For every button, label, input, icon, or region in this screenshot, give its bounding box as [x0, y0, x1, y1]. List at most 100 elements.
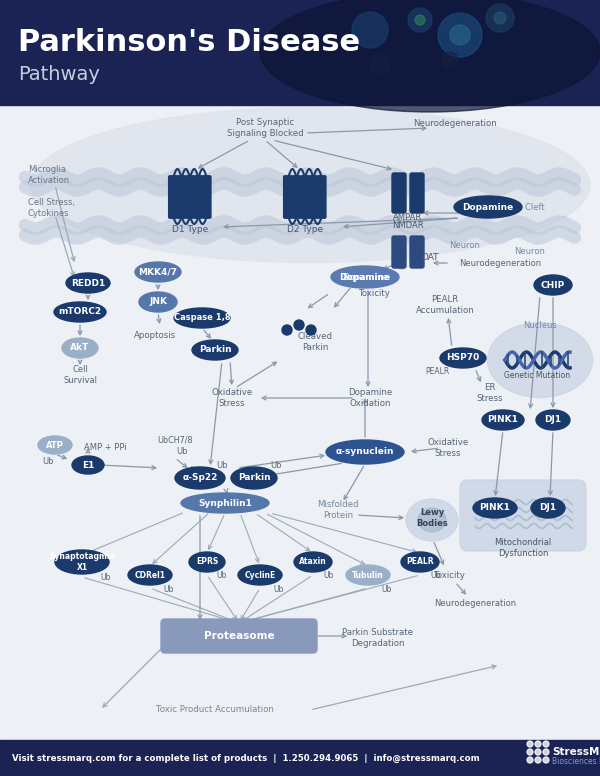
Text: Nucleus: Nucleus — [523, 320, 557, 330]
Text: Ub: Ub — [101, 573, 111, 583]
Text: Toxic Product Accumulation: Toxic Product Accumulation — [156, 705, 274, 715]
Ellipse shape — [66, 273, 110, 293]
Text: DJ1: DJ1 — [544, 415, 562, 424]
Text: CyclinE: CyclinE — [244, 570, 275, 580]
Text: Ub: Ub — [216, 460, 228, 469]
Text: EPRS: EPRS — [196, 557, 218, 566]
Circle shape — [438, 13, 482, 57]
Circle shape — [494, 12, 506, 24]
Circle shape — [527, 757, 533, 763]
Text: NMDAR: NMDAR — [392, 221, 424, 230]
Text: Parkin Substrate
Degradation: Parkin Substrate Degradation — [343, 629, 413, 648]
Circle shape — [408, 8, 432, 32]
Ellipse shape — [192, 340, 238, 360]
Text: Parkin: Parkin — [238, 473, 271, 483]
Ellipse shape — [72, 456, 104, 474]
Text: Synaptic Cleft: Synaptic Cleft — [487, 203, 545, 212]
Text: α-Sp22: α-Sp22 — [182, 473, 218, 483]
Text: DJ1: DJ1 — [539, 504, 557, 512]
Ellipse shape — [346, 565, 390, 585]
Ellipse shape — [260, 0, 600, 112]
Ellipse shape — [174, 308, 230, 328]
Text: Caspase 1,8: Caspase 1,8 — [173, 314, 230, 323]
Ellipse shape — [139, 292, 177, 312]
FancyBboxPatch shape — [309, 176, 317, 218]
Ellipse shape — [418, 508, 446, 532]
FancyBboxPatch shape — [185, 176, 194, 218]
Text: D2 Type: D2 Type — [287, 226, 323, 234]
Text: Ataxin: Ataxin — [299, 557, 327, 566]
Text: Ub: Ub — [431, 571, 441, 580]
Text: CHIP: CHIP — [541, 280, 565, 289]
Text: AMP + PPi: AMP + PPi — [83, 444, 127, 452]
FancyBboxPatch shape — [194, 176, 203, 218]
Text: PEALR: PEALR — [425, 368, 449, 376]
Text: Synphilin1: Synphilin1 — [198, 498, 252, 508]
Text: Ub: Ub — [274, 584, 284, 594]
Ellipse shape — [531, 498, 565, 518]
Circle shape — [450, 25, 470, 45]
Circle shape — [370, 55, 390, 75]
Bar — [0, 0, 600, 105]
Text: Dopamine: Dopamine — [340, 272, 391, 282]
Text: Ub: Ub — [382, 584, 392, 594]
Text: Parkin: Parkin — [199, 345, 232, 355]
FancyBboxPatch shape — [392, 236, 406, 268]
Text: Oxidative
Stress: Oxidative Stress — [211, 388, 253, 407]
Circle shape — [535, 749, 541, 755]
Text: JNK: JNK — [149, 297, 167, 307]
Text: Neurodegeneration: Neurodegeneration — [459, 258, 541, 268]
Text: ER
Stress: ER Stress — [477, 383, 503, 403]
Text: CDRel1: CDRel1 — [134, 570, 166, 580]
Text: Lewy
Bodies: Lewy Bodies — [416, 508, 448, 528]
Ellipse shape — [440, 348, 486, 368]
Text: Ub: Ub — [164, 584, 174, 594]
Text: PINK1: PINK1 — [488, 415, 518, 424]
Text: Post Synaptic
Signaling Blocked: Post Synaptic Signaling Blocked — [227, 118, 304, 137]
Ellipse shape — [30, 108, 590, 262]
Circle shape — [535, 741, 541, 747]
FancyBboxPatch shape — [410, 173, 424, 213]
Text: Neurodegeneration: Neurodegeneration — [413, 119, 497, 127]
Text: Parkinson's Disease: Parkinson's Disease — [18, 28, 360, 57]
Text: Apoptosis: Apoptosis — [134, 331, 176, 341]
Circle shape — [282, 325, 292, 335]
Ellipse shape — [326, 440, 404, 464]
Circle shape — [543, 757, 549, 763]
Text: DAT: DAT — [421, 254, 439, 262]
Text: Proteasome: Proteasome — [203, 631, 274, 641]
Text: PEALR: PEALR — [406, 557, 434, 566]
Ellipse shape — [238, 565, 282, 585]
Circle shape — [352, 12, 388, 48]
FancyBboxPatch shape — [161, 619, 317, 653]
Text: PEALR
Accumulation: PEALR Accumulation — [416, 296, 475, 315]
Text: Oxidative
Stress: Oxidative Stress — [427, 438, 469, 458]
Circle shape — [415, 15, 425, 25]
Text: α-synuclein: α-synuclein — [336, 448, 394, 456]
FancyBboxPatch shape — [317, 176, 326, 218]
Text: Dopamine
Oxidation: Dopamine Oxidation — [348, 388, 392, 407]
Ellipse shape — [482, 410, 524, 430]
FancyBboxPatch shape — [292, 176, 301, 218]
Text: StressMarq: StressMarq — [552, 747, 600, 757]
Circle shape — [535, 757, 541, 763]
FancyBboxPatch shape — [177, 176, 186, 218]
Ellipse shape — [231, 467, 277, 489]
Ellipse shape — [473, 498, 517, 518]
Text: Ub: Ub — [42, 458, 54, 466]
Ellipse shape — [331, 266, 399, 288]
Ellipse shape — [181, 493, 269, 513]
Ellipse shape — [38, 436, 72, 454]
Ellipse shape — [487, 323, 593, 397]
Text: Neuron: Neuron — [514, 248, 545, 257]
Circle shape — [294, 320, 304, 330]
Ellipse shape — [135, 262, 181, 282]
Text: Cleaved
Parkin: Cleaved Parkin — [298, 332, 332, 352]
Text: Biosciences Inc: Biosciences Inc — [552, 757, 600, 767]
Circle shape — [486, 4, 514, 32]
Ellipse shape — [406, 499, 458, 541]
Ellipse shape — [534, 275, 572, 295]
Text: D1 Type: D1 Type — [172, 226, 208, 234]
Text: Genetic Mutation: Genetic Mutation — [504, 370, 570, 379]
Text: Microglia
Activation: Microglia Activation — [28, 165, 70, 185]
